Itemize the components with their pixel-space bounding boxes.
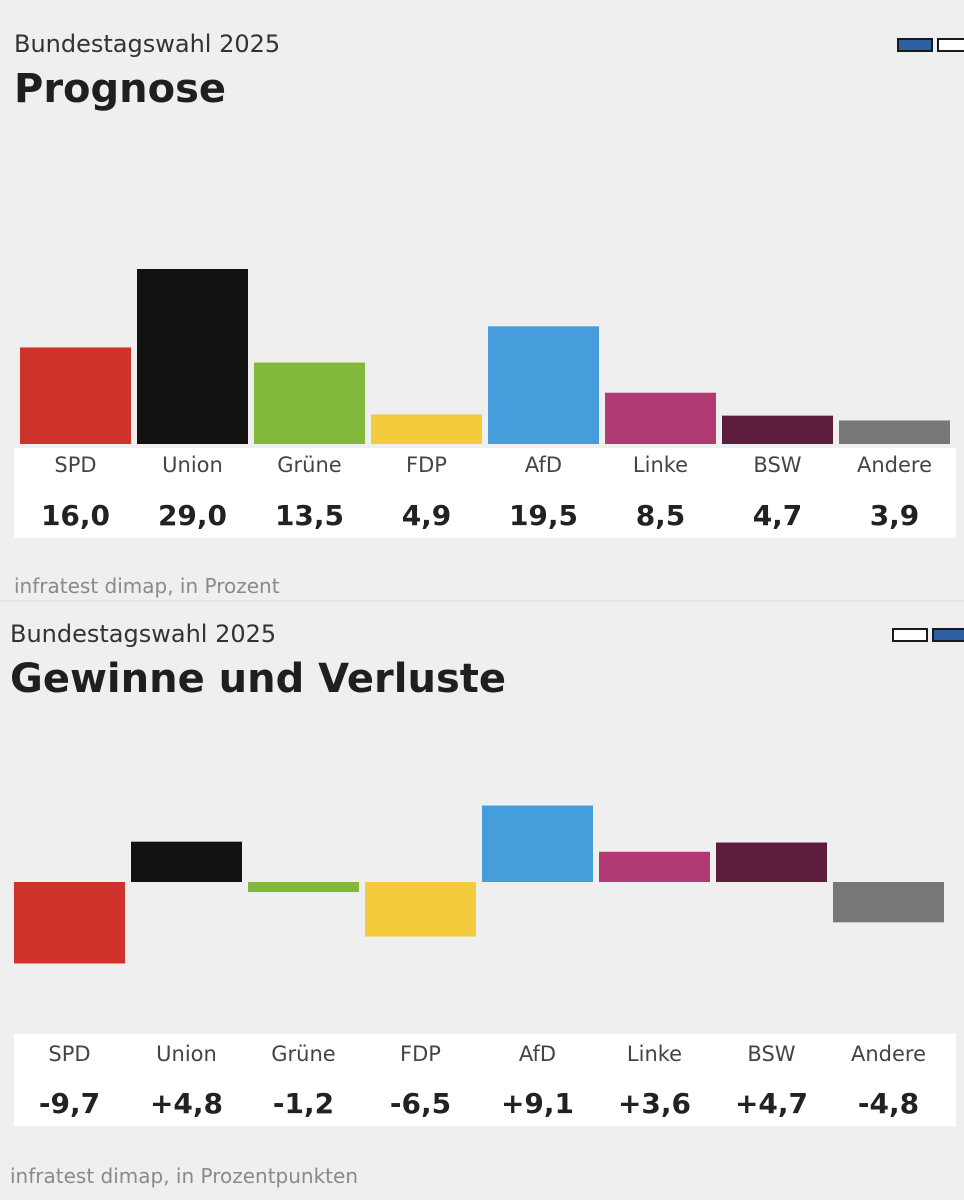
category-label-afd: AfD: [525, 453, 562, 477]
bar-spd: [20, 347, 131, 444]
bar-andere: [833, 882, 944, 923]
bar-bsw: [716, 842, 827, 882]
category-label-union: Union: [162, 453, 223, 477]
gewinne-pager[interactable]: [892, 628, 964, 642]
bar-bsw: [722, 415, 833, 444]
category-label-bsw: BSW: [747, 1042, 795, 1066]
bar-spd: [14, 882, 125, 964]
value-label-fdp: -6,5: [390, 1087, 451, 1120]
category-label-linke: Linke: [633, 453, 688, 477]
value-label-union: 29,0: [158, 499, 227, 532]
bar-fdp: [371, 414, 482, 444]
value-label-fdp: 4,9: [402, 499, 452, 532]
bar-union: [137, 269, 248, 444]
category-label-fdp: FDP: [400, 1042, 441, 1066]
prognose-source: infratest dimap, in Prozent: [14, 574, 280, 598]
category-label-andere: Andere: [851, 1042, 926, 1066]
panel-divider: [0, 600, 964, 602]
gewinne-subtitle: Bundestagswahl 2025: [10, 620, 277, 648]
value-label-union: +4,8: [150, 1087, 223, 1120]
bar-linke: [605, 392, 716, 444]
category-label-bsw: BSW: [753, 453, 801, 477]
bar-gruene: [254, 362, 365, 444]
gewinne-label-table: [14, 1034, 956, 1126]
value-label-andere: -4,8: [858, 1087, 919, 1120]
prognose-subtitle: Bundestagswahl 2025: [14, 30, 281, 58]
value-label-afd: 19,5: [509, 499, 578, 532]
pager-dot-2[interactable]: [932, 628, 964, 642]
value-label-spd: 16,0: [41, 499, 110, 532]
prognose-title: Prognose: [14, 66, 227, 112]
pager-dot-1[interactable]: [892, 628, 928, 642]
bar-fdp: [365, 882, 476, 937]
prognose-panel: Bundestagswahl 2025 Prognose SPD 16,0 Unio…: [14, 30, 964, 598]
bar-andere: [839, 420, 950, 444]
value-label-linke: 8,5: [636, 499, 686, 532]
bar-gruene: [248, 882, 359, 893]
bar-afd: [482, 805, 593, 882]
pager-dot-2[interactable]: [937, 38, 964, 52]
bar-union: [131, 841, 242, 882]
gewinne-source: infratest dimap, in Prozentpunkten: [10, 1164, 359, 1188]
pager-dot-1[interactable]: [897, 38, 933, 52]
value-label-bsw: +4,7: [735, 1087, 808, 1120]
category-label-afd: AfD: [519, 1042, 556, 1066]
bar-afd: [488, 326, 599, 444]
prognose-chart: SPD 16,0 Union 29,0 Grüne 13,5 FDP 4,9 AfD 19,5 Li…: [14, 269, 956, 538]
value-label-bsw: 4,7: [753, 499, 803, 532]
gewinne-chart: SPD -9,7 Union +4,8 Grüne -1,2 FDP -6,5 AfD +9,1 L…: [14, 805, 956, 1126]
value-label-afd: +9,1: [501, 1087, 574, 1120]
category-label-andere: Andere: [857, 453, 932, 477]
category-label-spd: SPD: [48, 1042, 90, 1066]
category-label-spd: SPD: [54, 453, 96, 477]
value-label-gruene: 13,5: [275, 499, 344, 532]
category-label-gruene: Grüne: [277, 453, 341, 477]
prognose-label-table: [14, 448, 956, 538]
category-label-linke: Linke: [627, 1042, 682, 1066]
category-label-gruene: Grüne: [271, 1042, 335, 1066]
value-label-linke: +3,6: [618, 1087, 691, 1120]
gewinne-panel: Bundestagswahl 2025 Gewinne und Verluste…: [0, 600, 964, 1200]
value-label-andere: 3,9: [870, 499, 920, 532]
value-label-gruene: -1,2: [273, 1087, 334, 1120]
value-label-spd: -9,7: [39, 1087, 100, 1120]
category-label-fdp: FDP: [406, 453, 447, 477]
bar-linke: [599, 851, 710, 882]
prognose-pager[interactable]: [897, 38, 964, 52]
gewinne-title: Gewinne und Verluste: [10, 656, 507, 702]
category-label-union: Union: [156, 1042, 217, 1066]
